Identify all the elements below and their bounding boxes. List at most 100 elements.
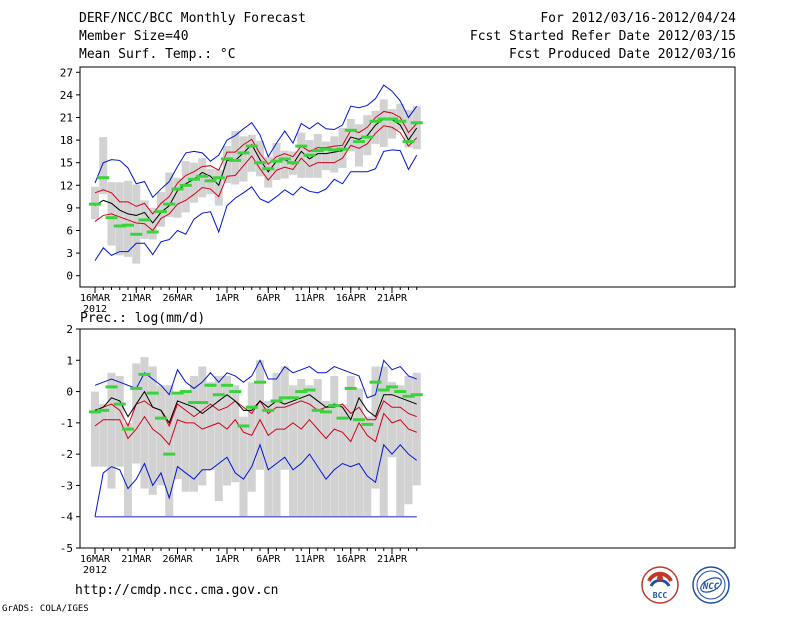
temperature-chart: 0 3 6 9 12 15 18 21 24 27 16MAR 21MAR 26MAR 1APR 6APR 1… — [60, 66, 736, 315]
mean-marker — [303, 153, 316, 157]
plot-frame — [79, 328, 736, 549]
mean-marker — [328, 148, 341, 152]
mean-marker — [377, 388, 390, 392]
ensemble-box — [330, 136, 339, 173]
mean-marker — [287, 396, 299, 400]
mean-marker — [89, 410, 101, 414]
mean-marker — [320, 410, 332, 414]
mean-marker — [394, 119, 407, 123]
x-tick-label: 16MAR — [80, 554, 111, 565]
ensemble-box — [272, 372, 281, 517]
mean-marker — [163, 202, 176, 206]
y-tick-label: 0 — [66, 270, 73, 283]
mean-marker — [270, 399, 283, 403]
ensemble-box — [330, 375, 339, 517]
mean-marker — [105, 385, 118, 389]
ensemble-box — [256, 360, 264, 470]
mean-marker — [146, 230, 159, 234]
y-tick-label: 27 — [60, 66, 73, 79]
source-url[interactable]: http://cmdp.ncc.cma.gov.cn — [75, 583, 279, 598]
ensemble-box — [379, 99, 388, 147]
x-tick-label: 21APR — [377, 293, 408, 304]
x-tick-label: 16MAR — [80, 293, 111, 304]
variable-label: Mean Surf. Temp.: °C — [79, 47, 236, 62]
lower-quartile-line — [94, 412, 417, 446]
ensemble-box — [140, 357, 149, 489]
mean-marker — [245, 405, 258, 409]
ensemble-box — [346, 375, 355, 517]
mean-marker — [344, 128, 357, 132]
precipitation-chart: -5 -4 -3 -2 -1 0 1 2 16MAR 21MAR 26MAR 1APR 6APR 11AP… — [60, 311, 736, 576]
mean-marker — [361, 422, 374, 426]
ensemble-box — [173, 394, 182, 480]
y-tick-label: 1 — [66, 354, 73, 367]
ensemble-box — [231, 131, 240, 185]
ensemble-box — [379, 366, 388, 517]
ensemble-box — [280, 366, 289, 470]
ensemble-box — [313, 379, 322, 517]
ensemble-box — [297, 379, 306, 517]
bcc-logo-icon: BCC — [641, 566, 679, 604]
mean-marker — [237, 151, 250, 155]
x-tick-label: 11APR — [294, 293, 325, 304]
ensemble-box — [214, 375, 223, 502]
mean-marker — [254, 380, 266, 384]
mean-marker — [394, 390, 407, 394]
min-line — [94, 149, 418, 261]
mean-marker — [212, 176, 225, 180]
ensemble-box — [396, 385, 405, 517]
ensemble-box — [231, 385, 240, 483]
mean-marker — [245, 144, 258, 148]
mean-marker — [155, 416, 167, 420]
ensemble-box — [355, 388, 363, 517]
ensemble-box — [165, 385, 174, 517]
y-tick-label: 12 — [60, 179, 73, 192]
software-credit: GrADS: COLA/IGES — [2, 604, 89, 614]
mean-marker — [410, 121, 423, 125]
mean-marker — [204, 179, 217, 183]
mean-marker — [278, 157, 291, 161]
ensemble-box — [256, 140, 264, 177]
mean-marker — [402, 394, 415, 398]
mean-marker — [188, 401, 200, 405]
y-tick-label: 6 — [66, 224, 73, 237]
ensemble-box — [173, 177, 182, 218]
x-tick-label: 21APR — [377, 554, 408, 565]
ensemble-box — [115, 182, 124, 256]
y-tick-label: 24 — [60, 89, 74, 102]
mean-marker — [353, 140, 365, 144]
mean-marker — [270, 159, 283, 163]
ensemble-box — [190, 162, 198, 203]
mean-marker — [377, 117, 390, 121]
mean-marker — [229, 158, 242, 162]
mean-marker — [262, 408, 275, 412]
started-date: Fcst Started Refer Date 2012/03/15 — [469, 29, 736, 44]
ensemble-box — [124, 422, 132, 517]
mean-marker — [130, 386, 143, 390]
ensemble-box — [305, 385, 314, 517]
mean-marker — [311, 149, 324, 153]
mean-marker — [353, 418, 365, 422]
y-tick-label: -1 — [60, 417, 73, 430]
ensemble-box — [165, 172, 174, 217]
y-tick-label: -2 — [60, 448, 73, 461]
mean-marker — [204, 383, 217, 387]
ensemble-box — [388, 109, 396, 139]
ensemble-box — [247, 134, 256, 172]
x-tick-label: 1APR — [215, 554, 240, 565]
ensemble-box — [313, 134, 322, 178]
mean-marker — [212, 393, 225, 397]
ensemble-box — [322, 400, 330, 517]
mean-marker — [163, 452, 176, 456]
mean-marker — [221, 157, 233, 161]
panel-title: Prec.: log(mm/d) — [80, 311, 205, 326]
mean-marker — [402, 140, 415, 144]
x-tick-label: 16APR — [336, 293, 367, 304]
ensemble-box — [223, 375, 231, 486]
ncc-logo-text: NCC — [702, 582, 720, 592]
mean-marker — [179, 390, 192, 394]
ensemble-box — [412, 372, 421, 486]
mean-marker — [336, 416, 349, 420]
mean-marker — [344, 386, 357, 390]
ensemble-box — [322, 141, 330, 171]
